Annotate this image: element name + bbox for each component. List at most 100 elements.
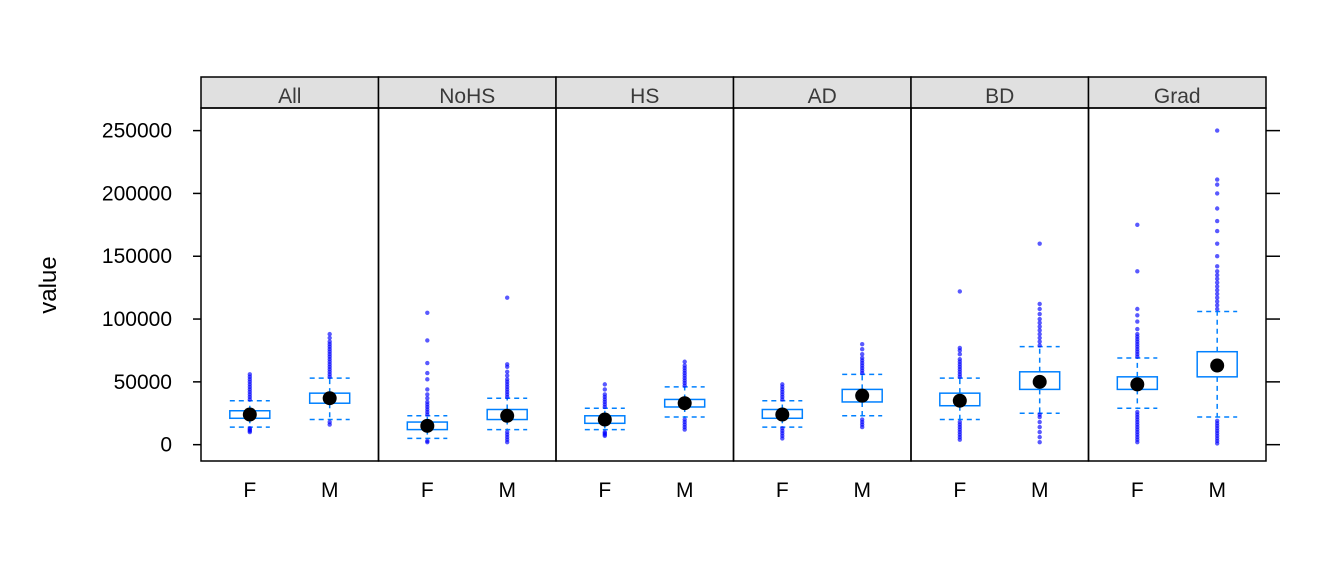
y-tick-label: 200000 (102, 182, 172, 205)
median-dot (1032, 374, 1047, 389)
outlier-point (1037, 324, 1042, 329)
outlier-point (1214, 177, 1220, 182)
outlier-point (1037, 429, 1042, 435)
median-dot (420, 418, 435, 433)
outlier-point (957, 419, 963, 425)
strip-background (377, 76, 557, 109)
box-all-m (308, 331, 351, 427)
outlier-point (425, 392, 430, 397)
outlier-point (1214, 269, 1220, 274)
panel-ad: AD F M (732, 76, 912, 502)
outlier-point (1214, 264, 1220, 269)
outlier-point (1037, 331, 1042, 337)
outlier-point (504, 429, 510, 435)
outlier-point (425, 395, 430, 401)
box-grad-f (1116, 222, 1159, 445)
x-tick-label: M (853, 479, 871, 502)
outlier-point (1214, 299, 1220, 304)
x-tick-label: M (498, 479, 516, 502)
strip-background (200, 76, 380, 109)
outlier-point (602, 382, 608, 387)
outlier-point (957, 289, 963, 294)
strip-label: Grad (1154, 85, 1201, 108)
outlier-point (682, 363, 687, 368)
outlier-point (957, 345, 963, 351)
outlier-point (327, 331, 332, 337)
outlier-point (1214, 218, 1220, 224)
outlier-point (504, 362, 510, 367)
outlier-point (1037, 339, 1042, 344)
y-tick-label: 250000 (102, 120, 172, 143)
outlier-point (247, 372, 253, 377)
outlier-point (1214, 276, 1220, 282)
median-dot (952, 393, 967, 408)
y-tick-label: 150000 (102, 245, 172, 268)
outlier-point (1135, 326, 1140, 332)
outlier-point (859, 346, 865, 352)
outlier-point (602, 392, 608, 397)
outlier-point (1037, 301, 1042, 307)
outlier-point (1214, 303, 1220, 308)
box-hs-m (663, 359, 706, 432)
outlier-point (327, 339, 332, 344)
strip-label: AD (808, 85, 837, 108)
outlier-point (1037, 439, 1042, 445)
panel-frame (555, 107, 735, 462)
outlier-point (1214, 295, 1220, 300)
outlier-point (1037, 311, 1042, 317)
axis-layer: value 0 50000 100000 150000 200000 250000 (35, 120, 1280, 457)
outlier-point (1214, 191, 1220, 196)
outlier-point (602, 387, 608, 392)
outlier-point (1214, 206, 1220, 211)
x-tick-label: F (598, 479, 611, 502)
outlier-point (682, 359, 687, 364)
outlier-point (1037, 316, 1042, 322)
x-tick-label: F (776, 479, 789, 502)
outlier-point (1037, 424, 1042, 430)
x-tick-label: F (953, 479, 966, 502)
outlier-point (1214, 287, 1220, 293)
panel-all: All F M (200, 76, 380, 502)
median-dot (1210, 358, 1225, 373)
panel-layer: All F M NoHS F M HS F M AD F M BD F M Grad F M (200, 76, 1267, 502)
median-dot (1130, 377, 1145, 392)
outlier-point (1214, 284, 1220, 289)
outlier-point (425, 438, 430, 444)
outlier-point (859, 352, 865, 357)
outlier-point (1135, 319, 1140, 324)
y-axis-title: value (35, 256, 62, 313)
outlier-point (1037, 328, 1042, 333)
outlier-point (1037, 419, 1042, 425)
box-nohs-f (406, 310, 449, 445)
outlier-point (504, 369, 510, 375)
median-dot (597, 412, 612, 427)
outlier-point (1214, 306, 1220, 312)
x-tick-label: F (421, 479, 434, 502)
outlier-point (1135, 409, 1140, 415)
outlier-point (1135, 222, 1140, 228)
strip-label: NoHS (439, 85, 495, 108)
panel-frame (1087, 107, 1267, 462)
outlier-point (1214, 182, 1220, 187)
median-dot (322, 391, 337, 406)
panel-frame (732, 107, 912, 462)
strip-label: BD (985, 85, 1014, 108)
outlier-point (1214, 254, 1220, 259)
box-iqr (1196, 350, 1238, 378)
outlier-point (247, 426, 253, 431)
x-tick-label: M (676, 479, 694, 502)
outlier-point (1135, 306, 1140, 312)
outlier-point (1214, 228, 1220, 234)
outlier-point (425, 377, 430, 382)
outlier-point (1135, 313, 1140, 318)
box-all-f (229, 372, 271, 435)
panel-frame (200, 107, 380, 462)
strip-label: All (278, 85, 301, 108)
panel-frame (910, 107, 1090, 462)
x-tick-label: F (243, 479, 256, 502)
box-grad-m (1196, 128, 1238, 446)
outlier-point (1135, 331, 1140, 337)
outlier-point (1214, 291, 1220, 297)
outlier-point (957, 352, 963, 357)
